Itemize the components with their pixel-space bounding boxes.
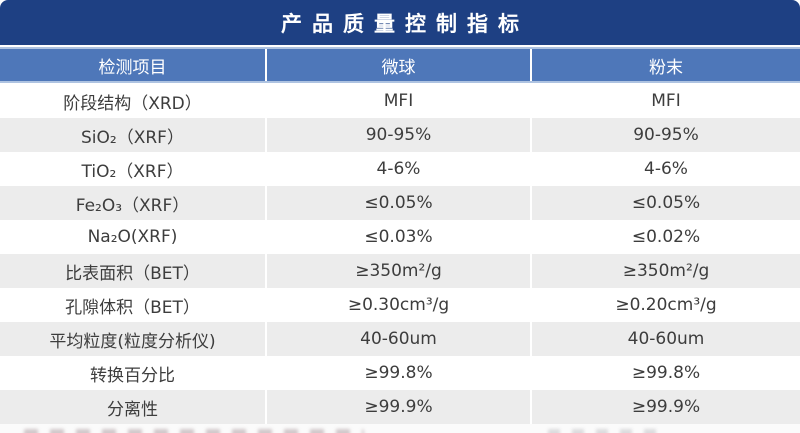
microsphere-value: ≥99.8% xyxy=(267,356,530,390)
table-body: 阶段结构（XRD） MFI MFI SiO₂（XRF） 90-95% 90-95… xyxy=(0,84,800,424)
column-header-powder: 粉末 xyxy=(532,49,800,81)
table-row: Na₂O(XRF) ≤0.03% ≤0.02% xyxy=(0,220,800,254)
microsphere-value: ≤0.05% xyxy=(267,186,530,220)
table-title: 产品质量控制指标 xyxy=(281,11,529,36)
quality-control-table: 产品质量控制指标 检测项目 微球 粉末 阶段结构（XRD） MFI MFI Si… xyxy=(0,0,800,424)
powder-value: 40-60um xyxy=(532,322,800,356)
powder-value: ≥99.9% xyxy=(532,390,800,424)
microsphere-value: 90-95% xyxy=(267,118,530,152)
microsphere-value: 4-6% xyxy=(267,152,530,186)
table-row: TiO₂（XRF） 4-6% 4-6% xyxy=(0,152,800,186)
cutoff-watermark-marks-left xyxy=(24,429,364,433)
row-label: 平均粒度(粒度分析仪) xyxy=(0,322,265,356)
powder-value: ≥0.20cm³/g xyxy=(532,288,800,322)
table-row: SiO₂（XRF） 90-95% 90-95% xyxy=(0,118,800,152)
microsphere-value: ≥0.30cm³/g xyxy=(267,288,530,322)
row-label: Fe₂O₃（XRF） xyxy=(0,186,265,220)
table-row: 阶段结构（XRD） MFI MFI xyxy=(0,84,800,118)
microsphere-value: 40-60um xyxy=(267,322,530,356)
column-header-microsphere: 微球 xyxy=(267,49,530,81)
powder-value: ≥99.8% xyxy=(532,356,800,390)
row-label: 分离性 xyxy=(0,390,265,424)
powder-value: ≥350m²/g xyxy=(532,254,800,288)
column-header-test-item: 检测项目 xyxy=(0,49,265,81)
table-row: 比表面积（BET） ≥350m²/g ≥350m²/g xyxy=(0,254,800,288)
table-title-bar: 产品质量控制指标 xyxy=(0,0,800,45)
microsphere-value: ≤0.03% xyxy=(267,220,530,254)
row-label: 阶段结构（XRD） xyxy=(0,84,265,118)
table-header-row: 检测项目 微球 粉末 xyxy=(0,47,800,83)
table-row: 平均粒度(粒度分析仪) 40-60um 40-60um xyxy=(0,322,800,356)
powder-value: ≤0.05% xyxy=(532,186,800,220)
cutoff-watermark-marks-right xyxy=(548,429,668,433)
microsphere-value: ≥99.9% xyxy=(267,390,530,424)
row-label: 孔隙体积（BET） xyxy=(0,288,265,322)
powder-value: ≤0.02% xyxy=(532,220,800,254)
powder-value: 90-95% xyxy=(532,118,800,152)
table-row: 孔隙体积（BET） ≥0.30cm³/g ≥0.20cm³/g xyxy=(0,288,800,322)
powder-value: 4-6% xyxy=(532,152,800,186)
microsphere-value: MFI xyxy=(267,84,530,118)
row-label: SiO₂（XRF） xyxy=(0,118,265,152)
row-label: TiO₂（XRF） xyxy=(0,152,265,186)
microsphere-value: ≥350m²/g xyxy=(267,254,530,288)
table-row: Fe₂O₃（XRF） ≤0.05% ≤0.05% xyxy=(0,186,800,220)
row-label: 比表面积（BET） xyxy=(0,254,265,288)
row-label: Na₂O(XRF) xyxy=(0,220,265,254)
row-label: 转换百分比 xyxy=(0,356,265,390)
powder-value: MFI xyxy=(532,84,800,118)
table-row: 转换百分比 ≥99.8% ≥99.8% xyxy=(0,356,800,390)
table-row: 分离性 ≥99.9% ≥99.9% xyxy=(0,390,800,424)
cutoff-watermark-strip xyxy=(0,424,800,433)
